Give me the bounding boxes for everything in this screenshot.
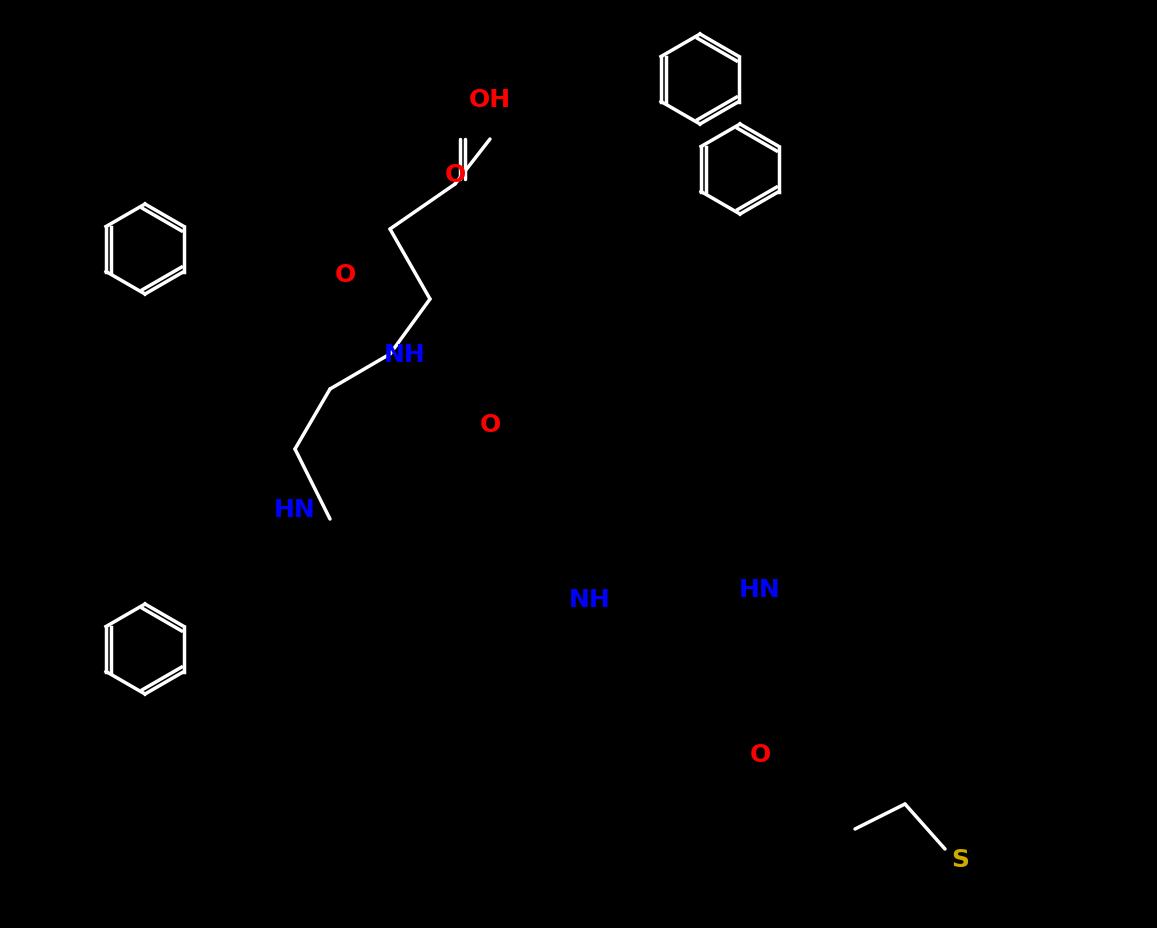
Text: O: O <box>334 263 355 287</box>
Text: O: O <box>479 413 501 436</box>
Text: HN: HN <box>739 577 781 601</box>
Text: S: S <box>951 847 970 871</box>
Text: NH: NH <box>384 342 426 367</box>
Text: NH: NH <box>569 587 611 612</box>
Text: O: O <box>444 162 465 187</box>
Text: HN: HN <box>274 497 316 522</box>
Text: O: O <box>750 742 771 767</box>
Text: OH: OH <box>469 88 511 112</box>
